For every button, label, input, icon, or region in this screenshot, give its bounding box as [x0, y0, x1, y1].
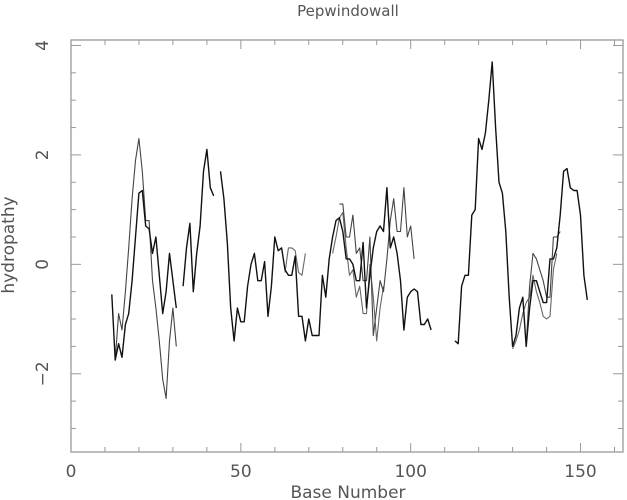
series-window-b: [339, 187, 415, 337]
plot-frame: [70, 39, 624, 453]
axis-ticks: [70, 40, 623, 452]
series-window-c: [512, 253, 558, 350]
axis-tick-labels: 0 50 100 150 −2 0 2 4: [33, 40, 597, 482]
series-window-a: [454, 61, 588, 348]
y-tick-label: −2: [33, 361, 53, 386]
series-window-a: [182, 148, 215, 293]
y-tick-label: 0: [33, 259, 53, 270]
x-tick-label: 50: [230, 462, 252, 482]
y-tick-label: 2: [33, 149, 53, 160]
x-tick-label: 100: [394, 462, 426, 482]
y-tick-label: 4: [33, 40, 53, 51]
chart-title: Pepwindowall: [297, 2, 399, 20]
x-tick-label: 0: [66, 462, 77, 482]
x-tick-label: 150: [564, 462, 596, 482]
x-axis-label: Base Number: [290, 483, 405, 500]
series-window-c: [332, 211, 385, 342]
series-window-b: [525, 231, 561, 347]
series-window-c: [284, 247, 306, 276]
series-window-b: [114, 137, 177, 399]
plot-lines: [111, 61, 588, 399]
y-axis-label: hydropathy: [0, 196, 19, 293]
series-window-a: [219, 171, 432, 342]
series-window-a: [111, 189, 177, 361]
